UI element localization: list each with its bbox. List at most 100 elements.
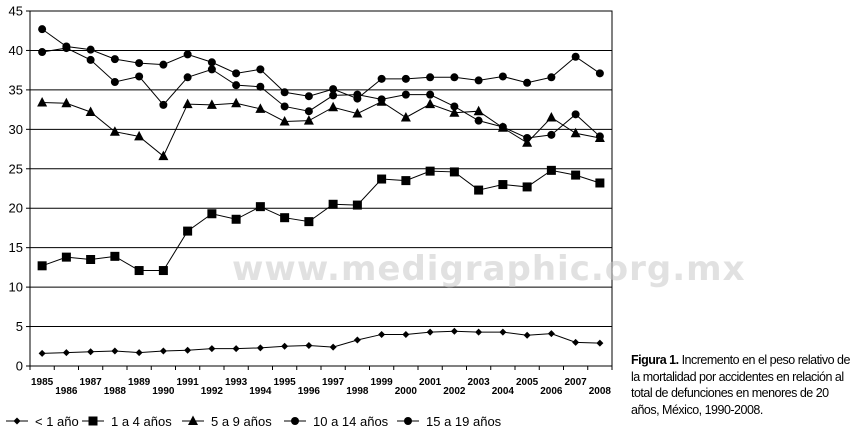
data-point-3 (329, 91, 338, 100)
legend-marker (13, 417, 21, 425)
data-point-1 (280, 213, 290, 223)
data-point-3 (280, 102, 289, 111)
data-point-4 (135, 59, 144, 68)
x-tick-label: 1997 (322, 377, 345, 388)
data-point-0 (499, 328, 507, 336)
data-point-4 (183, 50, 192, 59)
caption-label: Figura 1. (631, 353, 679, 367)
y-tick-label: 20 (9, 201, 23, 216)
legend-marker (291, 417, 299, 425)
data-point-0 (523, 331, 531, 339)
x-tick-label: 1992 (201, 386, 224, 397)
series-line-3 (42, 47, 601, 139)
data-point-1 (183, 226, 193, 236)
data-point-3 (256, 82, 265, 91)
data-point-1 (474, 185, 484, 195)
data-point-2 (231, 97, 242, 108)
data-point-0 (135, 349, 143, 357)
data-point-1 (377, 174, 387, 184)
data-point-2 (158, 150, 169, 161)
data-point-3 (38, 48, 47, 57)
x-tick-label: 1989 (128, 377, 151, 388)
x-tick-label: 1988 (104, 386, 127, 397)
data-point-1 (158, 266, 168, 276)
x-tick-label: 1995 (274, 377, 297, 388)
data-point-1 (352, 200, 362, 210)
x-tick-label: 1993 (225, 377, 248, 388)
data-point-0 (572, 338, 580, 346)
data-point-4 (571, 52, 580, 61)
x-tick-label: 1990 (152, 386, 175, 397)
y-axis: 0 5 10 15 20 25 30 35 40 45 (9, 4, 30, 374)
data-point-1 (37, 261, 47, 271)
data-point-1 (86, 255, 96, 264)
series-line-4 (41, 28, 601, 100)
series-line-0 (42, 330, 600, 354)
data-point-2 (279, 115, 290, 126)
data-point-4 (329, 85, 338, 94)
data-point-3 (183, 73, 192, 82)
data-point-0 (232, 345, 240, 353)
data-point-3 (571, 110, 580, 119)
data-point-2 (182, 98, 193, 109)
data-point-3 (159, 100, 168, 109)
data-point-4 (353, 94, 362, 103)
data-point-2 (570, 127, 581, 138)
data-point-1 (498, 180, 508, 190)
data-point-1 (231, 214, 241, 224)
data-point-4 (232, 69, 241, 78)
data-point-4 (159, 60, 168, 69)
data-point-4 (401, 74, 410, 83)
legend: < 1 año 1 a 4 años 5 a 9 años 10 a 14 años 1… (6, 414, 502, 429)
data-point-1 (304, 217, 314, 227)
caption-text: Incremento en el peso relativo de la mor… (631, 353, 850, 417)
data-point-4 (86, 45, 95, 54)
data-point-2 (303, 115, 314, 125)
data-point-1 (134, 266, 144, 276)
y-tick-label: 35 (9, 82, 23, 97)
series-markers (37, 25, 605, 357)
data-point-4 (595, 69, 604, 78)
data-point-0 (256, 344, 264, 352)
y-tick-label: 30 (9, 122, 23, 137)
data-point-0 (305, 341, 313, 349)
data-point-3 (498, 122, 507, 131)
data-point-4 (474, 76, 483, 85)
data-point-3 (595, 132, 604, 141)
data-point-3 (450, 102, 459, 111)
data-point-1 (328, 199, 338, 209)
data-point-0 (281, 342, 289, 350)
y-tick-label: 25 (9, 161, 23, 176)
data-point-2 (206, 99, 217, 109)
data-point-2 (352, 108, 363, 118)
data-point-0 (378, 330, 386, 338)
data-point-2 (425, 98, 436, 109)
x-tick-label: 1991 (177, 377, 200, 388)
data-point-0 (111, 347, 119, 355)
x-tick-label: 2008 (589, 386, 612, 397)
data-point-0 (402, 330, 410, 338)
data-point-4 (280, 88, 289, 97)
data-point-0 (38, 349, 46, 357)
data-point-3 (304, 107, 313, 116)
x-tick-label: 2004 (492, 386, 515, 397)
x-tick-label: 1994 (249, 386, 272, 397)
data-point-4 (38, 25, 47, 34)
data-point-4 (62, 42, 71, 51)
data-point-3 (474, 116, 483, 125)
data-point-3 (135, 72, 144, 81)
data-point-3 (523, 134, 532, 143)
data-point-1 (522, 182, 532, 192)
x-tick-label: 1986 (55, 386, 78, 397)
data-point-4 (498, 72, 507, 81)
data-point-1 (425, 166, 435, 176)
data-point-2 (37, 97, 48, 107)
data-point-3 (110, 78, 119, 86)
data-point-2 (255, 103, 266, 113)
data-point-0 (184, 346, 192, 354)
x-tick-label: 1998 (346, 386, 369, 397)
data-point-2 (134, 130, 145, 141)
data-point-3 (232, 81, 241, 90)
data-point-1 (255, 202, 265, 212)
